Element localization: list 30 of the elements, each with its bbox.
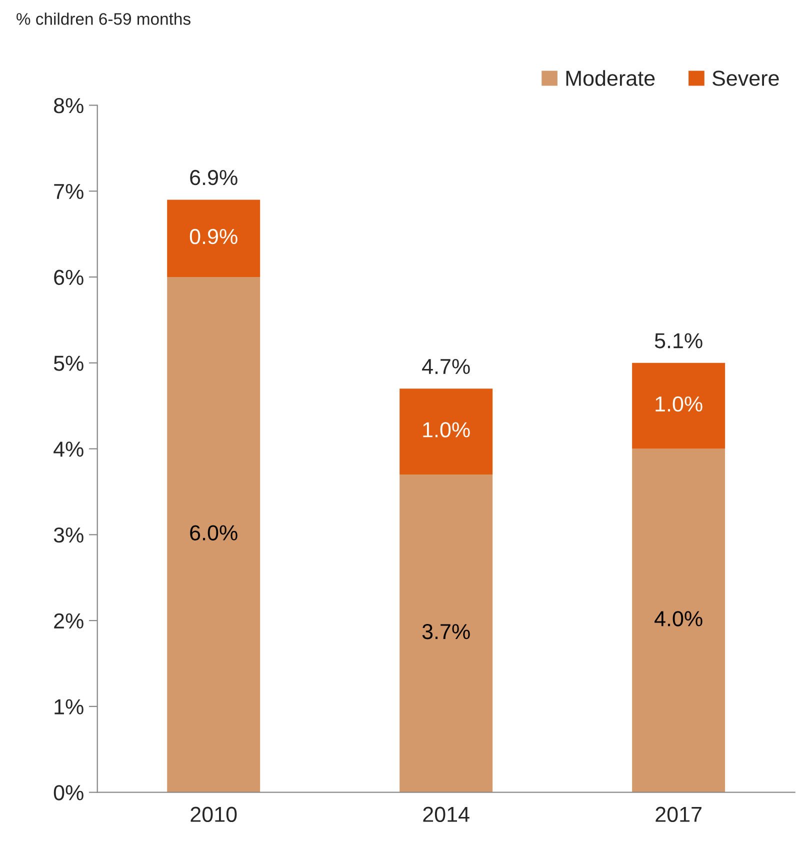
bar [632,362,726,449]
y-tick-label: 1% [54,699,84,714]
bar [632,448,726,792]
legend-label: Moderate [566,70,655,86]
x-tick-label: 2014 [423,806,470,822]
y-tick-label: 4% [54,442,84,457]
bar [167,277,260,792]
total-label: 4.7% [422,358,470,374]
y-tick-label: 6% [54,270,84,286]
y-axis-title: % children 6-59 months [16,12,190,25]
data-label: 3.7% [422,624,470,640]
total-label: 5.1% [654,333,702,348]
y-tick-label: 7% [54,184,84,200]
bar [167,200,260,278]
bar [400,474,493,792]
y-tick-label: 0% [54,785,84,800]
data-label: 1.0% [656,396,702,412]
y-tick-label: 8% [54,98,84,114]
y-tick-label: 2% [54,613,84,628]
data-label: 0.9% [190,228,238,244]
x-tick-label: 2017 [656,806,702,822]
data-label: 4.0% [654,611,702,626]
y-tick-label: 3% [54,527,84,543]
bar [400,388,493,475]
legend-label: Severe [712,70,779,86]
data-label: 6.0% [190,525,238,540]
data-label: 1.0% [423,422,470,438]
y-tick-label: 5% [54,356,84,371]
x-tick-label: 2010 [190,806,237,822]
total-label: 6.9% [190,170,238,186]
